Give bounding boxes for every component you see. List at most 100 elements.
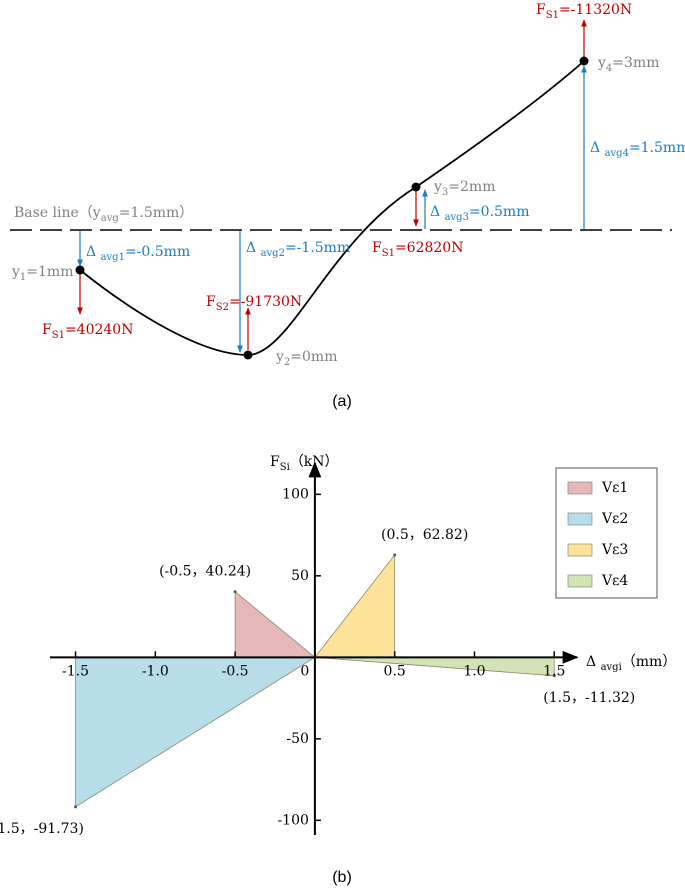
legend-swatch: [567, 574, 593, 588]
legend-label: Vε1: [601, 480, 628, 496]
legend-swatch: [567, 512, 593, 526]
text-part: =0mm: [290, 349, 337, 365]
force-arrows: [77, 19, 587, 350]
caption: (a): [332, 393, 352, 410]
legend-swatch: [567, 481, 593, 495]
text-part: F: [206, 294, 216, 310]
point: [233, 590, 237, 594]
point-label: (-0.5，40.24): [159, 564, 251, 580]
point: [75, 265, 85, 275]
x-tick-label: -1.5: [62, 663, 89, 679]
text-part: avg1: [101, 252, 125, 263]
text-part: =-91730N: [229, 294, 302, 310]
point: [552, 674, 556, 678]
x-tick-label: -1.0: [142, 663, 169, 679]
text-part: F: [536, 2, 546, 18]
points: [75, 56, 589, 360]
x-tick-label: 1.0: [463, 663, 485, 679]
text-part: 3: [442, 187, 448, 198]
force-label: FS1=62820N: [372, 240, 463, 259]
point-label: y2=0mm: [275, 349, 338, 368]
legend-label: Vε3: [601, 542, 628, 558]
chart-b: (b) (-0.5，40.24) (-1.5，-91.73) (0.5，62.82)…: [0, 461, 658, 886]
text-part: y: [597, 55, 606, 71]
delta-label: Δ avg1=-0.5mm: [86, 244, 190, 263]
text-part: 4: [606, 63, 612, 74]
y-tick-label: 50: [291, 568, 309, 584]
text-part: Δ: [590, 140, 605, 156]
text-part: =3mm: [612, 55, 659, 71]
text-part: y: [433, 179, 442, 195]
text-part: =-11320N: [559, 2, 632, 18]
force-label: FS2=-91730N: [206, 294, 302, 313]
text-part: y: [11, 264, 20, 280]
text-part: =-1.5mm: [285, 240, 350, 256]
x-tick-label: 1.5: [543, 663, 565, 679]
text-part: Base line（y: [14, 205, 101, 221]
area: [314, 656, 555, 677]
text-part: =40240N: [65, 322, 134, 338]
force-label: FS1=-11320N: [536, 2, 632, 21]
text-part: y: [275, 349, 284, 365]
text-part: S2: [216, 302, 229, 313]
x-tick-label: 0: [300, 663, 309, 679]
text-part: =62820N: [395, 240, 464, 256]
text-part: S1: [382, 248, 395, 259]
y-tick-label: -100: [277, 812, 308, 828]
text-part: Δ: [86, 244, 101, 260]
curve: [79, 60, 585, 356]
legend-swatch: [567, 543, 593, 557]
area: [234, 590, 317, 658]
y-tick-label: 100: [282, 486, 309, 502]
text-part: F: [42, 322, 52, 338]
text-part: 2: [284, 357, 290, 368]
text-part: 1: [20, 272, 26, 283]
text-part: avg3: [445, 212, 469, 223]
legend-label: Vε4: [601, 573, 628, 589]
legend-label: Vε2: [601, 511, 628, 527]
delta-label: Δ avg4=1.5mm: [590, 140, 685, 159]
text-part: =1mm: [26, 264, 73, 280]
y-axis-label: FSi（kN）: [270, 454, 339, 473]
point-label: y4=3mm: [597, 55, 660, 74]
diagram-a: (a): [10, 19, 672, 410]
text-part: =2mm: [448, 179, 495, 195]
text-part: S1: [52, 330, 65, 341]
point-label: (1.5，-11.32): [543, 690, 635, 706]
text-part: =1.5mm: [629, 140, 685, 156]
base-line-label: Base line（yavg=1.5mm）: [14, 205, 193, 224]
x-tick-label: 0.5: [384, 663, 406, 679]
point: [393, 553, 397, 557]
area: [314, 553, 396, 658]
text-part: F: [270, 454, 280, 470]
text-part: avgi: [601, 662, 622, 673]
area: [75, 656, 317, 808]
point: [243, 350, 253, 360]
text-part: avg: [101, 213, 120, 224]
point: [579, 56, 589, 66]
delta-label: Δ avg3=0.5mm: [430, 204, 529, 223]
point-label: y1=1mm: [11, 264, 74, 283]
force-label: FS1=40240N: [42, 322, 133, 341]
caption: (b): [332, 869, 352, 886]
text-part: avg4: [605, 148, 629, 159]
point: [74, 805, 78, 809]
text-part: =-0.5mm: [125, 244, 190, 260]
point-label: (0.5，62.82): [381, 527, 468, 543]
text-part: S1: [546, 10, 559, 21]
delta-label: Δ avg2=-1.5mm: [246, 240, 350, 259]
point: [411, 182, 421, 192]
point-label: (-1.5，-91.73): [0, 821, 84, 837]
text-part: （kN）: [290, 454, 339, 470]
text-part: Si: [280, 462, 290, 473]
text-part: =1.5mm）: [119, 205, 194, 221]
delta-arrows: [77, 65, 587, 353]
x-tick-label: -0.5: [222, 663, 249, 679]
text-part: F: [372, 240, 382, 256]
point-label: y3=2mm: [433, 179, 496, 198]
text-part: =0.5mm: [469, 204, 530, 220]
text-part: avg2: [261, 248, 285, 259]
x-axis-label: Δ avgi（mm）: [586, 654, 676, 673]
text-part: Δ: [246, 240, 261, 256]
